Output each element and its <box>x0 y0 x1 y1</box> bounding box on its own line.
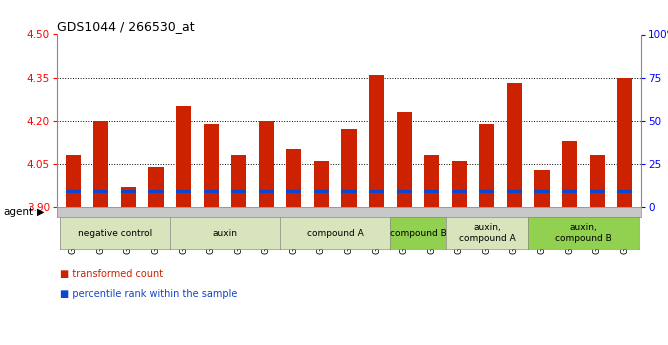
Text: compound B: compound B <box>389 228 446 238</box>
Bar <box>176 106 191 207</box>
Bar <box>341 129 357 207</box>
Bar <box>480 190 494 193</box>
Text: auxin: auxin <box>212 228 237 238</box>
Text: auxin,
compound A: auxin, compound A <box>458 223 515 243</box>
Bar <box>314 161 329 207</box>
Bar <box>424 155 440 207</box>
Bar <box>562 141 577 207</box>
Text: ■ percentile rank within the sample: ■ percentile rank within the sample <box>60 289 238 299</box>
Bar <box>176 190 191 193</box>
Bar <box>534 190 550 193</box>
Bar <box>341 190 357 193</box>
Bar <box>397 112 411 207</box>
Bar <box>314 190 329 193</box>
Bar <box>121 187 136 207</box>
Bar <box>562 190 577 193</box>
Text: agent: agent <box>3 207 33 217</box>
Bar <box>534 170 550 207</box>
Bar <box>424 190 440 193</box>
Bar <box>590 190 605 193</box>
Text: negative control: negative control <box>77 228 152 238</box>
Bar <box>148 167 164 207</box>
Bar <box>369 190 384 193</box>
Bar <box>204 190 218 193</box>
Bar <box>452 190 467 193</box>
Bar <box>507 190 522 193</box>
Bar <box>369 75 384 207</box>
Bar <box>231 190 246 193</box>
Bar <box>121 190 136 193</box>
Bar <box>397 190 411 193</box>
Bar <box>480 124 494 207</box>
Bar <box>204 124 218 207</box>
Bar <box>94 190 108 193</box>
Bar <box>65 190 81 193</box>
Bar <box>259 121 274 207</box>
Bar <box>148 190 164 193</box>
Bar <box>259 190 274 193</box>
Bar <box>287 190 301 193</box>
Bar <box>231 155 246 207</box>
Bar <box>590 155 605 207</box>
Bar <box>617 190 633 193</box>
Bar <box>617 78 633 207</box>
Bar <box>507 83 522 207</box>
Text: ■ transformed count: ■ transformed count <box>60 269 163 278</box>
Text: ▶: ▶ <box>37 207 44 217</box>
Bar <box>94 121 108 207</box>
Text: compound A: compound A <box>307 228 363 238</box>
Bar <box>452 161 467 207</box>
Text: GDS1044 / 266530_at: GDS1044 / 266530_at <box>57 20 194 33</box>
Text: auxin,
compound B: auxin, compound B <box>555 223 612 243</box>
Bar <box>65 155 81 207</box>
Bar <box>287 149 301 207</box>
